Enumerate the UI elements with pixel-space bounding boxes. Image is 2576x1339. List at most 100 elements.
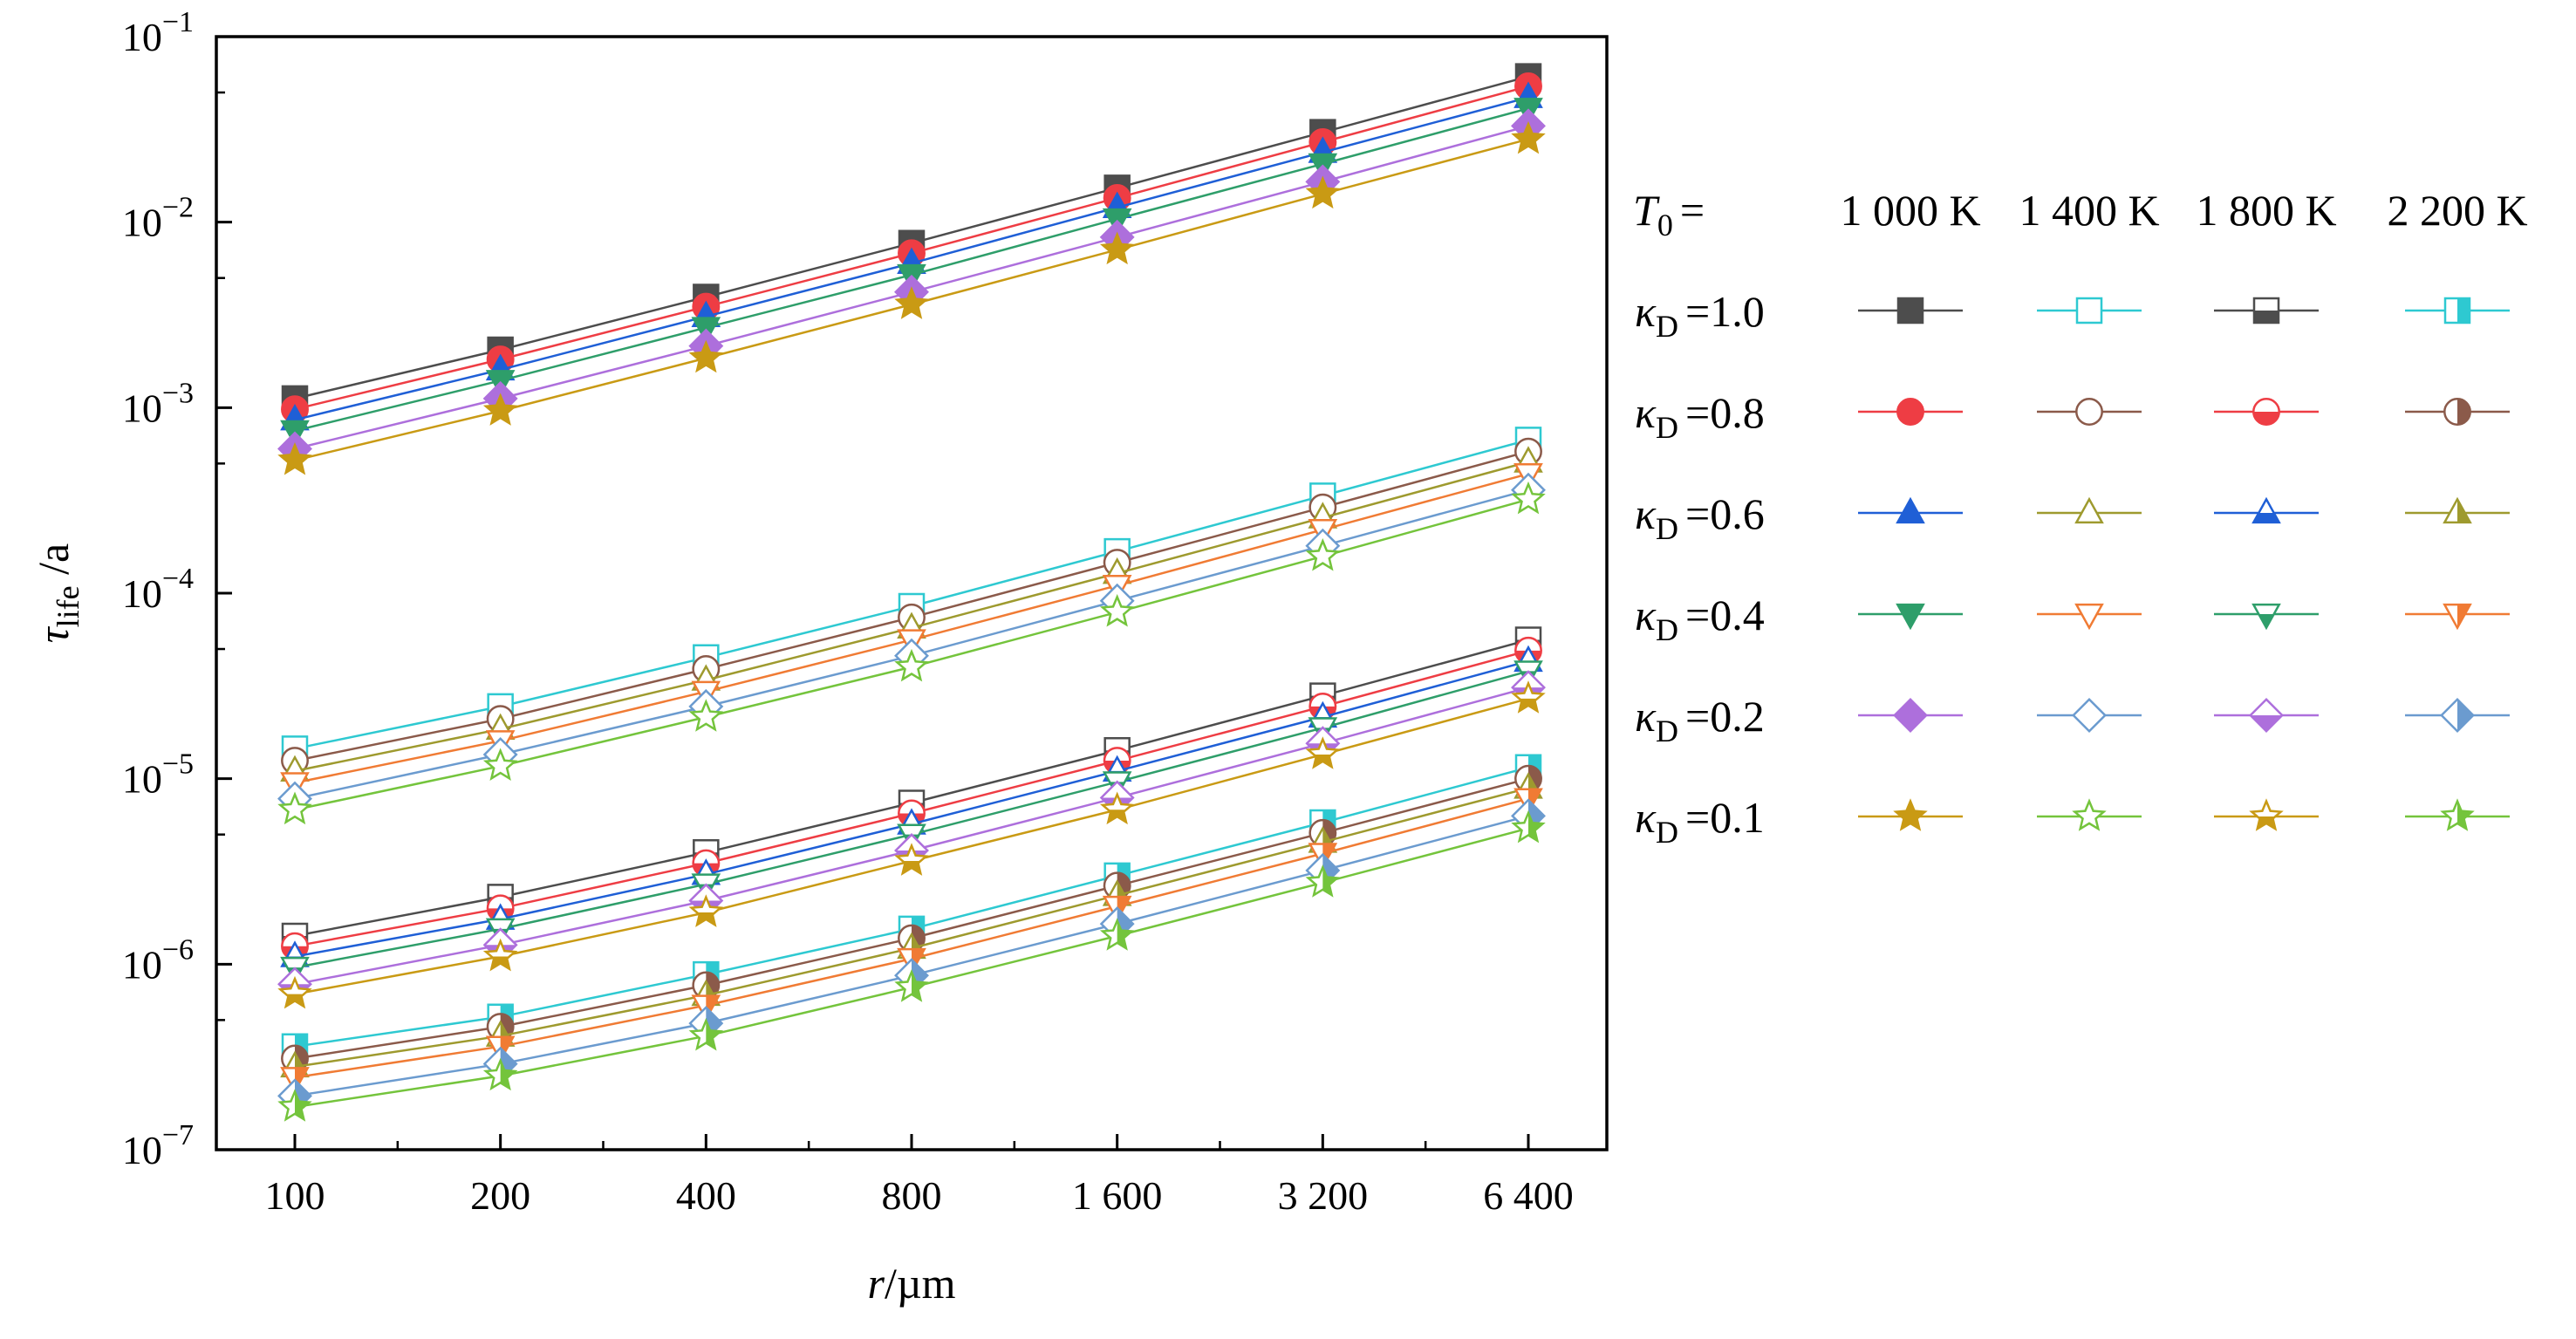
legend-kappa-label: κD =0.6: [1635, 489, 1765, 546]
x-tick-label: 1 600: [1072, 1173, 1163, 1218]
series-8: [280, 446, 1543, 782]
data-point: [688, 894, 724, 927]
legend-marker: [2075, 398, 2103, 426]
data-point: [1511, 680, 1546, 714]
legend-marker: [2252, 297, 2280, 325]
legend-marker: [2252, 398, 2280, 426]
legend-kappa-label: κD =0.8: [1635, 388, 1765, 445]
legend-header: T0 =: [1633, 186, 1705, 243]
legend-marker: [2251, 603, 2281, 631]
data-point: [894, 843, 929, 876]
legend-marker: [2249, 798, 2284, 831]
x-tick-label: 200: [470, 1173, 530, 1218]
data-point: [688, 1017, 724, 1051]
legend-row-0: κD =1.0: [1635, 287, 2510, 344]
legend-marker: [2440, 798, 2475, 831]
data-point: [1511, 120, 1546, 154]
data-point: [1305, 736, 1341, 769]
legend-marker: [2074, 496, 2104, 524]
plot-area: [277, 63, 1546, 1122]
data-point: [1099, 594, 1135, 627]
legend-marker: [2075, 297, 2103, 325]
y-tick-label: 10−5: [122, 748, 194, 802]
series-11: [277, 481, 1546, 825]
legend-marker: [2072, 698, 2107, 733]
legend-marker: [1896, 297, 1924, 325]
data-point: [1305, 175, 1341, 209]
legend: T0 = 1 000 K 1 400 K 1 800 K 2 200 K κD =1.0 κD =…: [1633, 186, 2528, 850]
data-point: [894, 969, 929, 1002]
legend-marker: [2440, 698, 2475, 733]
data-point: [482, 938, 518, 972]
legend-kappa-label: κD =0.2: [1635, 692, 1765, 748]
data-point: [277, 441, 312, 475]
legend-temperature: 2 200 K: [2387, 186, 2527, 235]
y-tick-label: 10−7: [122, 1119, 194, 1172]
legend-kappa-label: κD =0.1: [1635, 793, 1765, 850]
legend-row-5: κD =0.1: [1635, 793, 2510, 850]
legend-marker: [1893, 698, 1928, 733]
legend-row-4: κD =0.2: [1635, 692, 2510, 748]
data-point: [1099, 791, 1135, 825]
legend-marker: [2443, 297, 2471, 325]
legend-row-2: κD =0.6: [1635, 489, 2510, 546]
legend-marker: [1893, 798, 1928, 831]
data-point: [482, 1057, 518, 1091]
legend-temperature: 1 400 K: [2019, 186, 2159, 235]
series-line: [294, 639, 1529, 938]
legend-temperature: 1 000 K: [1840, 186, 1980, 235]
data-point: [1305, 537, 1341, 571]
data-point: [688, 699, 724, 732]
legend-row-1: κD =0.8: [1635, 388, 2510, 445]
legend-marker: [2443, 398, 2471, 426]
series-12: [281, 626, 1542, 950]
data-point: [482, 748, 518, 781]
data-point: [688, 339, 724, 373]
y-tick-label: 10−2: [122, 192, 194, 245]
y-tick-label: 10−1: [122, 6, 194, 59]
series-0: [281, 63, 1542, 413]
legend-marker: [2443, 496, 2472, 524]
series-6: [281, 427, 1542, 762]
y-tick-label: 10−6: [122, 933, 194, 987]
data-point: [482, 393, 518, 426]
data-point: [277, 1089, 312, 1122]
legend-marker: [2443, 603, 2472, 631]
y-axis-title: τlife /a: [29, 543, 85, 643]
legend-marker: [1896, 496, 1925, 524]
legend-kappa-label: κD =1.0: [1635, 287, 1765, 344]
x-axis-title: r/µm: [867, 1259, 955, 1308]
legend-marker: [1896, 398, 1924, 426]
series-2: [280, 81, 1543, 431]
data-point: [1099, 231, 1135, 265]
data-point: [1511, 810, 1546, 844]
x-tick-label: 800: [882, 1173, 942, 1218]
x-tick-label: 3 200: [1278, 1173, 1369, 1218]
data-point: [894, 648, 929, 682]
legend-kappa-label: κD =0.4: [1635, 591, 1765, 647]
legend-temperature: 1 800 K: [2196, 186, 2336, 235]
series-23: [277, 810, 1546, 1122]
legend-marker: [2251, 496, 2281, 524]
data-point: [277, 975, 312, 1009]
data-point: [1305, 864, 1341, 898]
data-point: [277, 791, 312, 825]
legend-marker: [1896, 603, 1925, 631]
series-5: [277, 120, 1546, 475]
y-tick-label: 10−4: [122, 563, 194, 616]
series-17: [277, 680, 1546, 1009]
legend-marker: [2072, 798, 2107, 831]
axes: 10−7 10−6 10−5 10−4 10−3 10−2 10−1 100 200 400 800…: [29, 6, 1609, 1308]
x-tick-label: 6 400: [1483, 1173, 1574, 1218]
legend-marker: [2249, 698, 2284, 733]
data-point: [1099, 918, 1135, 951]
series-7: [281, 437, 1542, 775]
data-point: [894, 286, 929, 319]
legend-marker: [2074, 603, 2104, 631]
y-tick-label: 10−3: [122, 377, 194, 430]
legend-row-3: κD =0.4: [1635, 591, 2510, 647]
x-tick-label: 400: [676, 1173, 736, 1218]
series-3: [280, 98, 1543, 447]
series-10: [277, 472, 1546, 816]
